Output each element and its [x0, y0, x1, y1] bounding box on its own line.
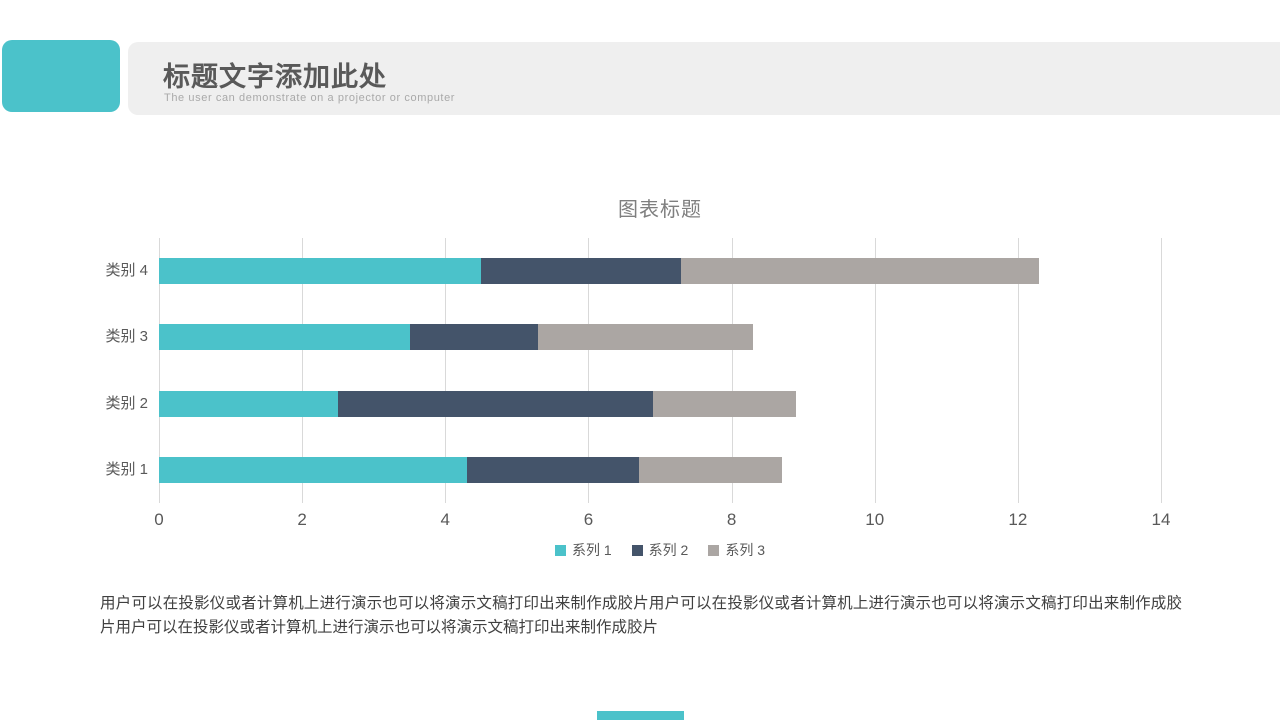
- gridline-x10: [874, 238, 876, 503]
- bar-segment-系列 1: [159, 390, 338, 417]
- bar-segment-系列 1: [159, 258, 482, 285]
- gridline-x0: [159, 238, 160, 503]
- legend-item: 系列 1: [554, 540, 612, 560]
- x-tick-label: 4: [440, 510, 451, 529]
- bar-segment-系列 2: [466, 456, 639, 483]
- bar-segment-系列 3: [538, 324, 754, 351]
- x-tick-label: 12: [1008, 510, 1028, 529]
- legend-item: 系列 2: [631, 540, 689, 560]
- slide-title: 标题文字添加此处: [163, 62, 387, 92]
- gridline-x8: [731, 238, 733, 503]
- bar-segment-系列 2: [409, 324, 539, 351]
- category-label: 类别 4: [105, 262, 148, 280]
- slide-subtitle: The user can demonstrate on a projector …: [164, 92, 456, 104]
- chart-legend: 系列 1 系列 2 系列 3: [159, 540, 1161, 560]
- category-label: 类别 3: [105, 328, 148, 346]
- x-tick-label: 8: [726, 510, 737, 529]
- category-label: 类别 2: [105, 394, 148, 412]
- legend-label: 系列 2: [648, 542, 689, 558]
- gridline-x12: [1017, 238, 1019, 503]
- body-paragraph: 用户可以在投影仪或者计算机上进行演示也可以将演示文稿打印出来制作成胶片用户可以在…: [100, 595, 1182, 636]
- header-accent-block: [2, 40, 120, 112]
- x-tick-label: 6: [583, 510, 594, 529]
- footer-accent-bar: [597, 711, 684, 720]
- bar-segment-系列 3: [652, 390, 796, 417]
- x-tick-label: 2: [297, 510, 307, 529]
- legend-item: 系列 3: [708, 540, 765, 560]
- legend-swatch-icon: [708, 544, 720, 556]
- chart-title: 图表标题: [618, 199, 702, 221]
- legend-swatch-icon: [631, 544, 643, 556]
- gridline-x14: [1161, 238, 1162, 503]
- gridline-x4: [445, 238, 447, 503]
- bar-segment-系列 2: [481, 258, 682, 285]
- bar-row-3: 类别 3: [105, 324, 1161, 351]
- header-band: 标题文字添加此处 The user can demonstrate on a p…: [128, 42, 1280, 115]
- gridline-x6: [588, 238, 590, 503]
- chart-plot-area: 类别 4 类别 3 类别 2 类别 1 0 2 4 6 8 10 12 14: [105, 238, 1170, 529]
- gridline-x2: [302, 238, 304, 503]
- bar-segment-系列 3: [638, 456, 782, 483]
- bar-segment-系列 1: [159, 324, 410, 351]
- category-label: 类别 1: [105, 460, 148, 478]
- bar-segment-系列 3: [681, 258, 1040, 285]
- bar-row-4: 类别 4: [105, 258, 1161, 285]
- legend-swatch-icon: [554, 544, 566, 556]
- x-tick-label: 14: [1151, 510, 1171, 529]
- legend-label: 系列 1: [571, 542, 612, 558]
- bar-segment-系列 2: [337, 390, 653, 417]
- x-tick-label: 0: [154, 510, 164, 529]
- bar-row-1: 类别 1: [105, 456, 1161, 483]
- bar-segment-系列 1: [159, 456, 467, 483]
- legend-label: 系列 3: [725, 542, 766, 558]
- bar-row-2: 类别 2: [105, 390, 1161, 417]
- x-tick-label: 10: [865, 510, 885, 529]
